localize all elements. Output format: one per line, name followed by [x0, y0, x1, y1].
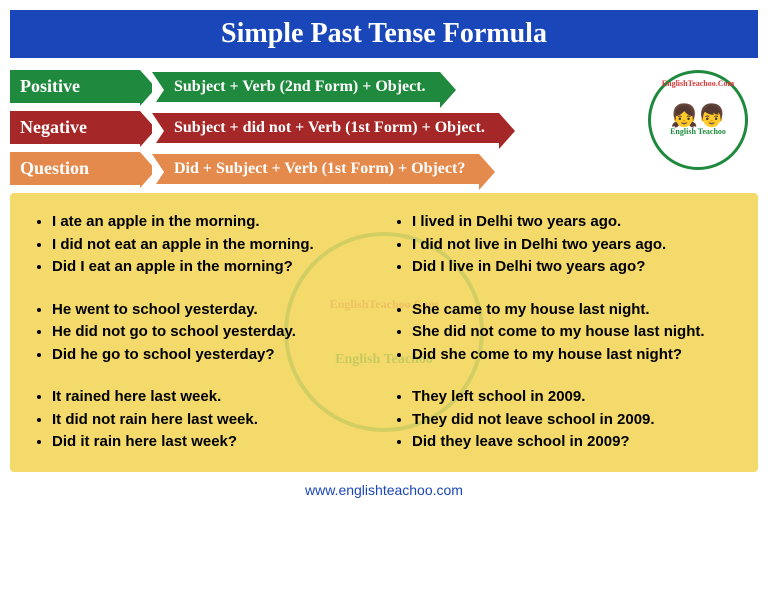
- example-group: I lived in Delhi two years ago. I did no…: [394, 211, 734, 279]
- logo-sub-text: English Teachoo: [670, 127, 726, 136]
- example-item: Did it rain here last week?: [52, 431, 374, 454]
- page-title: Simple Past Tense Formula: [10, 10, 758, 58]
- logo-badge: EnglishTeachoo.Com 👧👦 English Teachoo: [648, 70, 748, 170]
- footer-url: www.englishteachoo.com: [10, 482, 758, 498]
- formula-positive-row: Positive Subject + Verb (2nd Form) + Obj…: [10, 70, 758, 103]
- examples-left-column: I ate an apple in the morning. I did not…: [34, 211, 374, 454]
- negative-label: Negative: [10, 111, 140, 144]
- formula-question-row: Question Did + Subject + Verb (1st Form)…: [10, 152, 758, 185]
- examples-box: EnglishTeachoo.Com English Teachoo I ate…: [10, 193, 758, 472]
- example-item: I ate an apple in the morning.: [52, 211, 374, 234]
- negative-formula: Subject + did not + Verb (1st Form) + Ob…: [152, 113, 499, 143]
- example-group: He went to school yesterday. He did not …: [34, 299, 374, 367]
- example-item: I lived in Delhi two years ago.: [412, 211, 734, 234]
- example-item: It rained here last week.: [52, 386, 374, 409]
- example-item: He went to school yesterday.: [52, 299, 374, 322]
- example-group: I ate an apple in the morning. I did not…: [34, 211, 374, 279]
- example-item: It did not rain here last week.: [52, 409, 374, 432]
- question-label: Question: [10, 152, 140, 185]
- example-item: Did I live in Delhi two years ago?: [412, 256, 734, 279]
- example-item: They did not leave school in 2009.: [412, 409, 734, 432]
- logo-kids-icon: 👧👦: [671, 105, 726, 127]
- example-item: She did not come to my house last night.: [412, 321, 734, 344]
- example-item: I did not eat an apple in the morning.: [52, 234, 374, 257]
- example-item: They left school in 2009.: [412, 386, 734, 409]
- examples-right-column: I lived in Delhi two years ago. I did no…: [394, 211, 734, 454]
- positive-formula: Subject + Verb (2nd Form) + Object.: [152, 72, 440, 102]
- formula-negative-row: Negative Subject + did not + Verb (1st F…: [10, 111, 758, 144]
- positive-label: Positive: [10, 70, 140, 103]
- example-group: It rained here last week. It did not rai…: [34, 386, 374, 454]
- example-item: Did he go to school yesterday?: [52, 344, 374, 367]
- example-item: He did not go to school yesterday.: [52, 321, 374, 344]
- example-item: Did they leave school in 2009?: [412, 431, 734, 454]
- logo-top-text: EnglishTeachoo.Com: [662, 79, 734, 88]
- example-item: Did she come to my house last night?: [412, 344, 734, 367]
- example-item: I did not live in Delhi two years ago.: [412, 234, 734, 257]
- example-group: They left school in 2009. They did not l…: [394, 386, 734, 454]
- question-formula: Did + Subject + Verb (1st Form) + Object…: [152, 154, 479, 184]
- example-item: She came to my house last night.: [412, 299, 734, 322]
- example-group: She came to my house last night. She did…: [394, 299, 734, 367]
- example-item: Did I eat an apple in the morning?: [52, 256, 374, 279]
